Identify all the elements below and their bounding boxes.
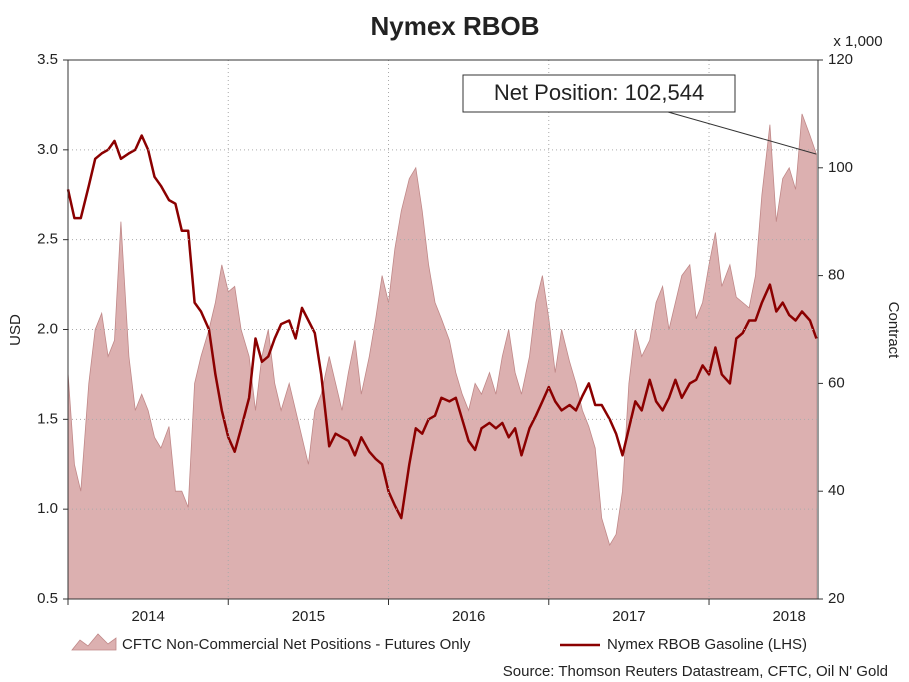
y-tick-label: 3.0	[37, 141, 58, 158]
y-tick-label: 2.0	[37, 320, 58, 337]
y-tick-label: 3.5	[37, 51, 58, 68]
chart-title: Nymex RBOB	[370, 11, 539, 41]
plot-frame	[67, 59, 819, 600]
y2-tick-label: 60	[828, 374, 845, 391]
y-axis-label: USD	[7, 314, 24, 346]
x-tick-label: 2015	[292, 608, 325, 625]
x-tick-label: 2018	[772, 608, 805, 625]
y2-tick-label: 20	[828, 590, 845, 607]
x-tick-label: 2016	[452, 608, 485, 625]
y-tick-label: 1.5	[37, 410, 58, 427]
y-tick-label: 0.5	[37, 590, 58, 607]
source: Source: Thomson Reuters Datastream, CFTC…	[503, 663, 888, 680]
legend-label: Nymex RBOB Gasoline (LHS)	[607, 636, 807, 653]
annotation-leader	[667, 111, 817, 155]
y2-tick-label: 120	[828, 51, 853, 68]
y-tick-label: 1.0	[37, 500, 58, 517]
y-tick-label: 2.5	[37, 231, 58, 248]
area-series	[67, 113, 817, 600]
legend-swatch	[71, 633, 117, 651]
y2-tick-label: 40	[828, 482, 845, 499]
x-tick-label: 2014	[131, 608, 164, 625]
annotation-box	[462, 74, 736, 113]
y2-tick-label: 100	[828, 159, 853, 176]
y2-axis-label: Contract	[885, 302, 902, 360]
y2-tick-label: 80	[828, 267, 845, 284]
line-series	[66, 134, 818, 520]
legend-label: CFTC Non-Commercial Net Positions - Futu…	[122, 636, 471, 653]
x-tick-label: 2017	[612, 608, 645, 625]
annotation: Net Position: 102,544	[494, 80, 704, 105]
y2-unit: x 1,000	[833, 33, 882, 50]
